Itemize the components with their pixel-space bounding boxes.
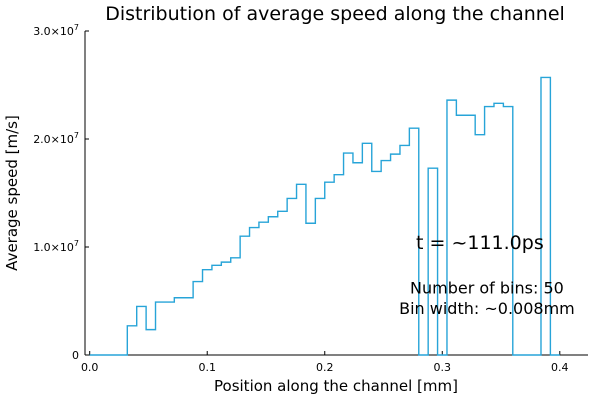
y-axis-label: Average speed [m/s] (3, 115, 21, 271)
y-tick-label: 1.0×107 (33, 239, 79, 254)
histogram-series (89, 76, 560, 356)
annotation-text: Bin width: ~0.008mm (399, 299, 575, 318)
x-tick-label: 0.1 (198, 361, 216, 374)
y-tick-label: 2.0×107 (33, 131, 79, 146)
x-tick-label: 0.2 (316, 361, 334, 374)
plot-area: 0.0 0.1 0.2 0.3 0.4 0 1.0×107 2.0×107 3.0×107 t =… (33, 23, 588, 374)
y-tick-label: 0 (72, 349, 79, 362)
x-tick-label: 0.0 (81, 361, 99, 374)
y-tick-label: 3.0×107 (33, 23, 79, 38)
annotation-text: t = ~111.0ps (416, 232, 544, 254)
chart-title: Distribution of average speed along the … (105, 3, 565, 25)
x-tick-label: 0.4 (551, 361, 569, 374)
x-tick-label: 0.3 (434, 361, 452, 374)
annotation-text: Number of bins: 50 (410, 278, 564, 297)
x-axis-label: Position along the channel [mm] (214, 377, 458, 395)
